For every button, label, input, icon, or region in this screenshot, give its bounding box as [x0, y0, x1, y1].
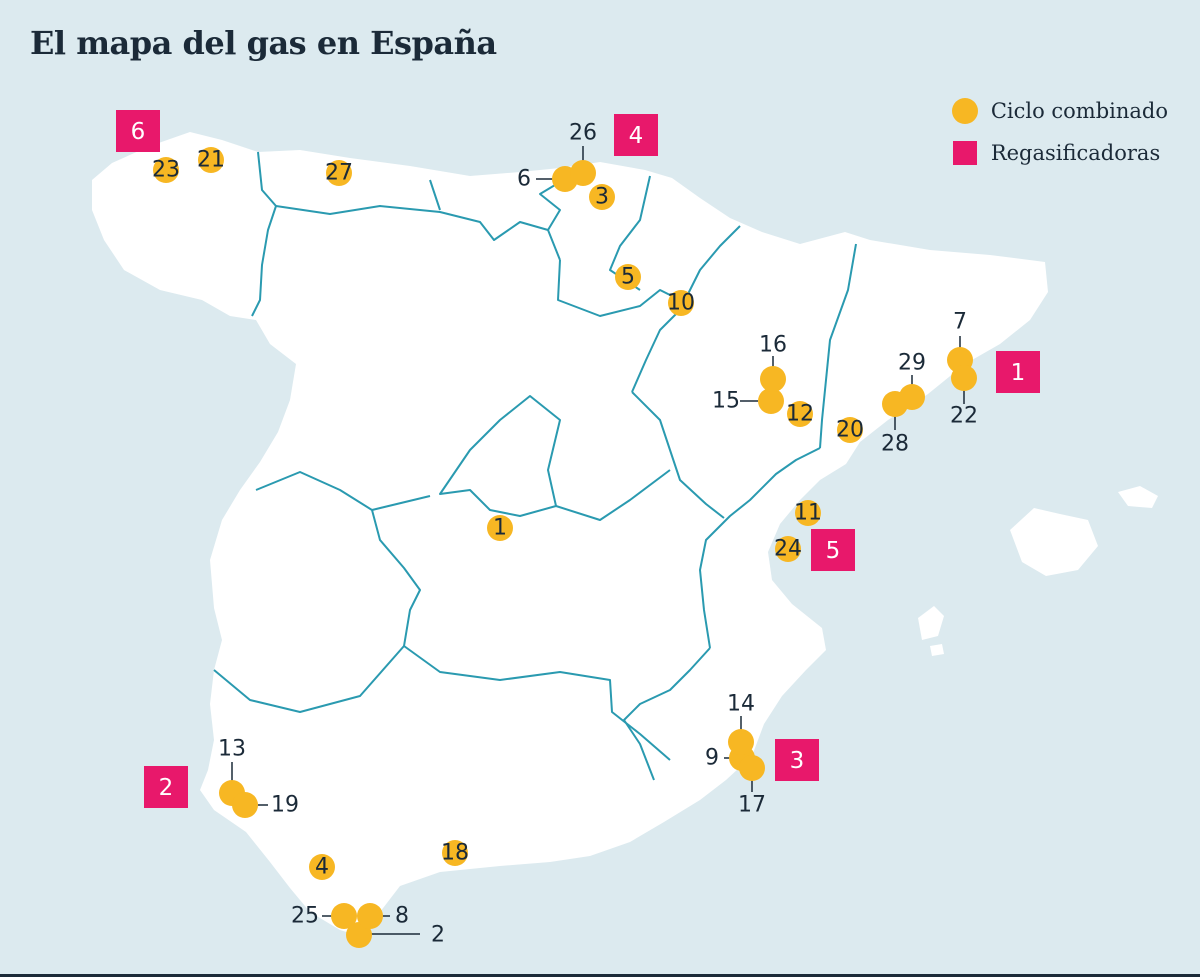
combined-cycle-plant-25 [331, 903, 357, 929]
plant-label-7: 7 [953, 310, 967, 335]
regasification-terminal-4 [614, 114, 658, 156]
plant-label-23: 23 [152, 158, 180, 183]
combined-cycle-plant-1 [487, 515, 513, 541]
plant-label-19: 19 [271, 793, 299, 818]
border-north-castilla [275, 205, 561, 261]
border-basque-navarra [539, 181, 561, 231]
plant-label-28: 28 [881, 432, 909, 457]
border-aragon-valencia [699, 447, 821, 649]
border-la-rioja [557, 259, 681, 317]
plant-label-8: 8 [395, 904, 409, 929]
terminal-label-1: 1 [1011, 360, 1026, 386]
regasification-square-icon [952, 141, 977, 165]
plant-label-17: 17 [738, 793, 766, 818]
plant-label-4: 4 [315, 855, 329, 880]
border-madrid [439, 395, 561, 517]
border-extremadura-castilla [371, 495, 431, 511]
map-title: El mapa del gas en España [30, 24, 497, 62]
combined-cycle-plant-23 [153, 157, 179, 183]
plant-label-5: 5 [621, 265, 635, 290]
border-castilla-la-mancha [555, 469, 671, 521]
combined-cycle-plant-10 [668, 290, 694, 316]
plant-label-1: 1 [493, 516, 507, 541]
plant-label-18: 18 [441, 841, 469, 866]
combined-cycle-plant-27 [326, 160, 352, 186]
spain-mainland [92, 132, 1048, 938]
plant-label-24: 24 [774, 537, 802, 562]
formentera-island [930, 644, 944, 656]
combined-cycle-plant-22 [951, 365, 977, 391]
plant-labels: 1234567891011121314151617181920212223242… [152, 121, 978, 948]
regasification-terminal-3 [775, 739, 819, 781]
terminal-label-6: 6 [131, 119, 146, 145]
border-castilla-aragon [631, 391, 725, 519]
plant-label-12: 12 [786, 402, 814, 427]
plant-label-29: 29 [898, 351, 926, 376]
border-castilla-south [255, 471, 421, 647]
border-andalusia-north [213, 645, 671, 761]
plant-label-11: 11 [794, 501, 822, 526]
combined-cycle-dot-icon [951, 98, 978, 124]
combined-cycle-plant-11 [795, 500, 821, 526]
terminal-label-5: 5 [826, 538, 841, 564]
combined-cycle-plant-20 [837, 417, 863, 443]
plant-label-21: 21 [197, 148, 225, 173]
terminal-label-2: 2 [159, 775, 174, 801]
legend-regasification: Regasificadoras [952, 138, 1168, 168]
plant-label-22: 22 [950, 404, 978, 429]
plant-label-13: 13 [218, 737, 246, 762]
menorca-island [1118, 486, 1158, 508]
border-aragon-catalonia [819, 243, 857, 449]
plant-label-20: 20 [836, 418, 864, 443]
combined-cycle-plant-17 [739, 755, 765, 781]
plant-label-14: 14 [727, 692, 755, 717]
regasification-terminal-2 [144, 766, 188, 808]
legend-combined-cycle: Ciclo combinado [951, 96, 1168, 126]
mallorca-island [1010, 508, 1098, 576]
combined-cycle-plant-2 [346, 922, 372, 948]
regasification-terminal-5 [811, 529, 855, 571]
ibiza-island [918, 606, 944, 640]
terminal-label-4: 4 [629, 123, 644, 149]
plant-label-27: 27 [325, 161, 353, 186]
combined-cycle-plant-24 [775, 536, 801, 562]
legend-regasification-label: Regasificadoras [990, 141, 1161, 165]
combined-cycle-plant-14 [728, 729, 754, 755]
bottom-rule [0, 974, 1200, 977]
border-galicia-asturias [251, 151, 277, 317]
combined-cycle-plant-5 [615, 264, 641, 290]
combined-cycle-plant-12 [787, 401, 813, 427]
combined-cycle-plant-19 [232, 792, 258, 818]
regasification-terminal-1 [996, 351, 1040, 393]
plant-label-2: 2 [431, 923, 445, 948]
legend-combined-cycle-label: Ciclo combinado [990, 99, 1168, 123]
regasification-terminal-6 [116, 110, 160, 152]
combined-cycle-plant-21 [198, 147, 224, 173]
plant-label-6: 6 [517, 167, 531, 192]
combined-cycle-plant-8 [357, 903, 383, 929]
combined-cycle-plant-18 [442, 840, 468, 866]
plant-label-26: 26 [569, 121, 597, 146]
map-legend: Ciclo combinado Regasificadoras [951, 96, 1168, 180]
plant-label-25: 25 [291, 904, 319, 929]
land-layer [92, 132, 1158, 938]
combined-cycle-plant-15 [758, 388, 784, 414]
border-cantabria-basque [429, 179, 441, 211]
plant-label-3: 3 [595, 185, 609, 210]
border-murcia [623, 647, 711, 781]
combined-cycle-plant-4 [309, 854, 335, 880]
plant-label-10: 10 [667, 291, 695, 316]
combined-cycle-plant-29 [899, 384, 925, 410]
plant-label-15: 15 [712, 389, 740, 414]
terminal-label-3: 3 [790, 748, 805, 774]
plant-label-9: 9 [705, 746, 719, 771]
combined-cycle-plant-16 [760, 366, 786, 392]
plant-label-16: 16 [759, 333, 787, 358]
combined-cycle-plant-3 [589, 184, 615, 210]
plant-markers [153, 147, 977, 948]
combined-cycle-plant-26 [570, 160, 596, 186]
